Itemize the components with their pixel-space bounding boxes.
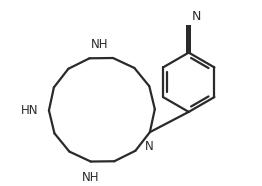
Text: NH: NH [82,171,100,184]
Text: HN: HN [21,104,38,117]
Text: NH: NH [91,38,109,51]
Text: N: N [144,140,153,153]
Text: N: N [191,10,201,23]
